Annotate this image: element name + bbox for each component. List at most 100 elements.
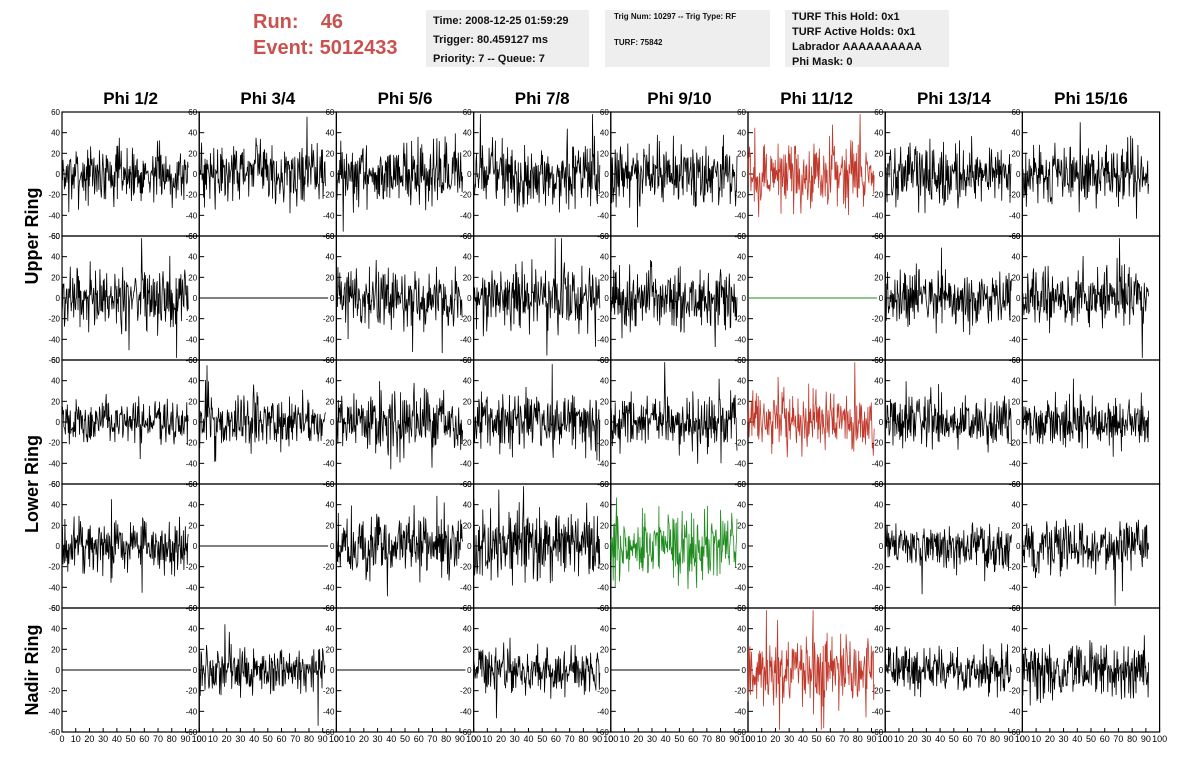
ytick-label-r4-c4--20: -20: [460, 563, 472, 572]
xtick-label-c6-20: 20: [770, 734, 780, 744]
ytick-label-r4-c2-20: 20: [188, 521, 197, 530]
xtick-label-c2-70: 70: [290, 734, 300, 744]
ytick-label-r1-c6--20: -20: [734, 191, 746, 200]
trace-r5-c8: [1022, 635, 1149, 706]
xtick-label-c5-0: 0: [608, 734, 613, 744]
xtick-label-c4-0: 0: [471, 734, 476, 744]
xtick-label-c3-90: 90: [455, 734, 465, 744]
time-info-box: Time: 2008-12-25 01:59:29 Trigger: 80.45…: [426, 10, 589, 67]
xtick-label-c6-10: 10: [757, 734, 767, 744]
ytick-label-r1-c3-40: 40: [325, 129, 334, 138]
xtick-label-c6-50: 50: [812, 734, 822, 744]
ytick-label-r4-c4-20: 20: [463, 521, 472, 530]
ytick-label-r2-20: 20: [51, 273, 60, 282]
xtick-label-c8-50: 50: [1086, 734, 1096, 744]
ytick-label-r4-c7-20: 20: [874, 521, 883, 530]
ytick-label-r1-c2--20: -20: [186, 191, 198, 200]
ytick-label-r5-c6-20: 20: [737, 645, 746, 654]
ytick-label-r5-c2-20: 20: [188, 645, 197, 654]
ytick-label-r5-c5-0: 0: [604, 666, 609, 675]
ytick-label-r3-c8-0: 0: [1016, 418, 1021, 427]
ytick-label-r5-c2--60: -60: [186, 728, 198, 737]
trace-r1-c3: [336, 133, 463, 232]
ytick-label-r4-c5-20: 20: [600, 521, 609, 530]
ytick-label-r2-c3--20: -20: [323, 315, 335, 324]
ytick-label-r4-0: 0: [56, 542, 61, 551]
xtick-label-c3-20: 20: [359, 734, 369, 744]
xtick-label-c5-80: 80: [716, 734, 726, 744]
ytick-label-r3-c2--40: -40: [186, 459, 198, 468]
ytick-label-r1-c3-20: 20: [325, 149, 334, 158]
ytick-label-r4-c2--40: -40: [186, 583, 198, 592]
xtick-label-c6-40: 40: [798, 734, 808, 744]
ytick-label-r4-c8--40: -40: [1009, 583, 1021, 592]
ytick-label-r5-c6-60: 60: [737, 604, 746, 613]
trace-r4-c8: [1022, 519, 1149, 606]
trace-r3-c7: [884, 381, 1012, 453]
xtick-label-c6-60: 60: [825, 734, 835, 744]
ytick-label-r1-c8--20: -20: [1009, 191, 1021, 200]
ytick-label-r5-c3--40: -40: [323, 707, 335, 716]
xtick-label-c8-40: 40: [1072, 734, 1082, 744]
xtick-label-c8-90: 90: [1141, 734, 1151, 744]
xtick-label-c2-0: 0: [197, 734, 202, 744]
trace-r1-c4: [473, 114, 601, 213]
xtick-label-c5-50: 50: [674, 734, 684, 744]
trig-info-box: Trig Num: 10297 -- Trig Type: RF TURF: 7…: [605, 10, 770, 67]
ytick-label-r5-c7--60: -60: [872, 728, 884, 737]
xtick-label-c7-70: 70: [976, 734, 986, 744]
xtick-label-c4-50: 50: [537, 734, 547, 744]
ytick-label-r1--60: -60: [48, 232, 60, 241]
trace-r1-c8: [1022, 122, 1149, 219]
ytick-label-r1-c4-0: 0: [467, 170, 472, 179]
ytick-label-r3-c7-60: 60: [874, 356, 883, 365]
panel-r3-c8: [1021, 359, 1161, 485]
xtick-label-c2-40: 40: [249, 734, 259, 744]
column-header-6: Phi 11/12: [780, 89, 853, 108]
ytick-label-r3-c5--20: -20: [597, 439, 609, 448]
ytick-label-r3-c3-40: 40: [325, 377, 334, 386]
ytick-label-r3-c6-0: 0: [742, 418, 747, 427]
ytick-label-r2-c2-40: 40: [188, 253, 197, 262]
ytick-label-r4-c8-40: 40: [1011, 501, 1020, 510]
trace-r2-c4: [473, 238, 601, 356]
ytick-label-r4-c7-0: 0: [879, 542, 884, 551]
xtick-label-c4-30: 30: [510, 734, 520, 744]
ytick-label-r5-c6--40: -40: [734, 707, 746, 716]
ytick-label-r3-c2--20: -20: [186, 439, 198, 448]
ytick-label-r5--40: -40: [48, 707, 60, 716]
ytick-label-r2-c4--40: -40: [460, 335, 472, 344]
xtick-label-c8-10: 10: [1031, 734, 1041, 744]
ytick-label-r2-c4-0: 0: [467, 294, 472, 303]
ytick-label-r3-c5-20: 20: [600, 397, 609, 406]
ytick-label-r2-c4-40: 40: [463, 253, 472, 262]
ytick-label-r2-c3--40: -40: [323, 335, 335, 344]
ytick-label-r5-c7-0: 0: [879, 666, 884, 675]
ytick-label-r5-c7-40: 40: [874, 625, 883, 634]
ytick-label-r5-c5-60: 60: [600, 604, 609, 613]
ytick-label-r2-c6-20: 20: [737, 273, 746, 282]
ytick-label-r2-c8-0: 0: [1016, 294, 1021, 303]
xtick-label-c1-70: 70: [153, 734, 163, 744]
xtick-label-c3-60: 60: [414, 734, 424, 744]
xtick-label-c4-60: 60: [551, 734, 561, 744]
ytick-label-r5-c4--40: -40: [460, 707, 472, 716]
ytick-label-r4-c6-20: 20: [737, 521, 746, 530]
ytick-label-r1-c6-40: 40: [737, 129, 746, 138]
ytick-label-r2-c8-40: 40: [1011, 253, 1020, 262]
ytick-label-r2-c8--40: -40: [1009, 335, 1021, 344]
xtick-label-c5-10: 10: [620, 734, 630, 744]
row-label-2: Lower Ring: [22, 435, 42, 533]
xtick-label-c2-30: 30: [235, 734, 245, 744]
ytick-label-r2--60: -60: [48, 356, 60, 365]
ytick-label-r3-c3-60: 60: [325, 356, 334, 365]
ytick-label-r2-c8--20: -20: [1009, 315, 1021, 324]
ytick-label-r2-c6-40: 40: [737, 253, 746, 262]
ytick-label-r2-c2-20: 20: [188, 273, 197, 282]
xtick-label-c7-30: 30: [921, 734, 931, 744]
ytick-label-r2-c3-0: 0: [330, 294, 335, 303]
turf-info-box: TURF This Hold: 0x1 TURF Active Holds: 0…: [785, 10, 949, 68]
xtick-label-c6-80: 80: [853, 734, 863, 744]
labrador-text: Labrador AAAAAAAAAA: [792, 41, 922, 53]
ytick-label-r4-c6-60: 60: [737, 480, 746, 489]
